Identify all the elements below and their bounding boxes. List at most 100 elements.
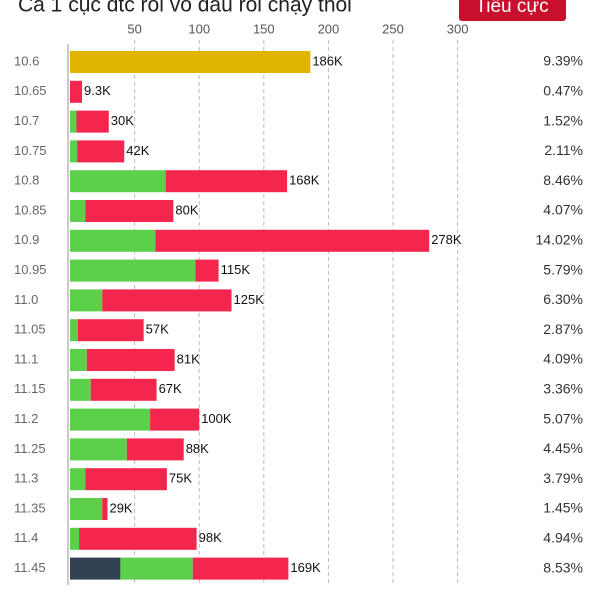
total-label: 9.3K bbox=[84, 83, 111, 98]
category-label: 11.25 bbox=[14, 441, 46, 456]
bar-segment bbox=[70, 349, 87, 371]
category-label: 10.95 bbox=[14, 262, 47, 277]
category-label: 10.85 bbox=[14, 202, 47, 217]
total-label: 29K bbox=[109, 500, 132, 515]
bar-segment bbox=[79, 527, 197, 550]
bar-segment bbox=[70, 229, 156, 252]
bar-segment bbox=[90, 378, 157, 401]
category-label: 11.05 bbox=[14, 322, 46, 337]
percent-label: 9.39% bbox=[543, 53, 583, 69]
category-label: 11.3 bbox=[14, 471, 38, 486]
total-label: 278K bbox=[431, 232, 462, 247]
bar-segment bbox=[155, 229, 430, 252]
x-tick-label: 50 bbox=[127, 21, 141, 36]
x-tick-label: 100 bbox=[188, 21, 210, 36]
total-label: 168K bbox=[289, 173, 320, 188]
bar-segment bbox=[150, 408, 200, 431]
bar-segment bbox=[76, 110, 109, 133]
total-label: 75K bbox=[169, 471, 192, 486]
category-label: 10.8 bbox=[14, 173, 39, 188]
percent-label: 5.07% bbox=[543, 410, 583, 426]
percent-label: 8.53% bbox=[543, 559, 583, 575]
percent-label: 0.47% bbox=[543, 83, 583, 99]
percent-label: 5.79% bbox=[543, 261, 583, 277]
bar-segment bbox=[86, 349, 175, 371]
bar-segment bbox=[126, 438, 184, 461]
category-label: 11.45 bbox=[14, 560, 46, 575]
total-label: 88K bbox=[186, 441, 209, 456]
category-label: 11.1 bbox=[14, 351, 38, 366]
category-label: 11.4 bbox=[14, 530, 38, 545]
bar-segment bbox=[120, 557, 193, 580]
percent-label: 1.45% bbox=[543, 500, 583, 516]
total-label: 42K bbox=[126, 143, 149, 158]
badge: Tiêu cực bbox=[475, 0, 548, 17]
bar-segment bbox=[102, 289, 232, 312]
percent-label: 4.94% bbox=[543, 530, 583, 546]
percent-label: 2.11% bbox=[544, 142, 583, 158]
bar-segment bbox=[70, 468, 86, 491]
category-label: 11.15 bbox=[14, 381, 46, 396]
bar-segment bbox=[77, 140, 125, 163]
percent-label: 6.30% bbox=[543, 291, 583, 307]
bar-segment bbox=[70, 170, 166, 193]
category-label: 10.65 bbox=[14, 83, 47, 98]
bar-segment bbox=[70, 110, 77, 133]
bar-segment bbox=[70, 557, 121, 580]
category-label: 11.0 bbox=[14, 292, 38, 307]
total-label: 125K bbox=[234, 292, 265, 307]
percent-label: 1.52% bbox=[543, 112, 583, 128]
total-label: 57K bbox=[146, 322, 169, 337]
total-label: 81K bbox=[177, 351, 200, 366]
total-label: 186K bbox=[312, 53, 343, 68]
post-title: Cá 1 cục đtc rồi vô đầu rồi chạy thôi bbox=[18, 0, 352, 17]
category-label: 10.75 bbox=[14, 143, 47, 158]
percent-label: 3.36% bbox=[543, 381, 583, 397]
bar-segment bbox=[70, 80, 83, 103]
bar-segment bbox=[70, 408, 151, 431]
category-label: 10.7 bbox=[14, 113, 39, 128]
percent-label: 2.87% bbox=[543, 321, 583, 337]
percent-label: 4.45% bbox=[543, 440, 583, 456]
bar-segment bbox=[70, 140, 78, 163]
bar-segment bbox=[70, 527, 80, 550]
badge-bg bbox=[459, 0, 566, 21]
header-bg bbox=[0, 0, 600, 22]
bar-segment bbox=[102, 498, 108, 520]
x-tick-label: 200 bbox=[318, 21, 340, 36]
percent-label: 14.02% bbox=[536, 232, 583, 248]
bar-segment bbox=[70, 378, 91, 401]
percent-label: 4.07% bbox=[543, 202, 583, 218]
bar-segment bbox=[195, 259, 219, 282]
bar-segment bbox=[70, 498, 103, 520]
bar-segment bbox=[70, 438, 127, 461]
x-tick-label: 250 bbox=[382, 21, 404, 36]
total-label: 67K bbox=[159, 381, 182, 396]
bar-segment bbox=[192, 557, 289, 580]
total-label: 98K bbox=[199, 530, 222, 545]
total-label: 169K bbox=[290, 560, 321, 575]
total-label: 30K bbox=[111, 113, 134, 128]
category-label: 11.2 bbox=[14, 411, 38, 426]
x-tick-label: 150 bbox=[253, 21, 275, 36]
total-label: 115K bbox=[221, 262, 251, 277]
bar-segment bbox=[70, 259, 196, 282]
bar-segment bbox=[70, 319, 78, 342]
total-label: 80K bbox=[175, 202, 198, 217]
bar-segment bbox=[70, 200, 86, 222]
category-label: 11.35 bbox=[14, 500, 46, 515]
bar-segment bbox=[70, 51, 311, 73]
x-tick-label: 300 bbox=[447, 21, 469, 36]
bar-segment bbox=[85, 200, 174, 222]
percent-label: 3.79% bbox=[543, 470, 583, 486]
category-label: 10.9 bbox=[14, 232, 39, 247]
bar-segment bbox=[77, 319, 144, 342]
percent-label: 8.46% bbox=[543, 172, 583, 188]
percent-label: 4.09% bbox=[543, 351, 583, 367]
category-label: 10.6 bbox=[14, 53, 39, 68]
bar-segment bbox=[70, 289, 103, 312]
bar-segment bbox=[165, 170, 288, 193]
total-label: 100K bbox=[201, 411, 232, 426]
bar-segment bbox=[85, 468, 167, 491]
